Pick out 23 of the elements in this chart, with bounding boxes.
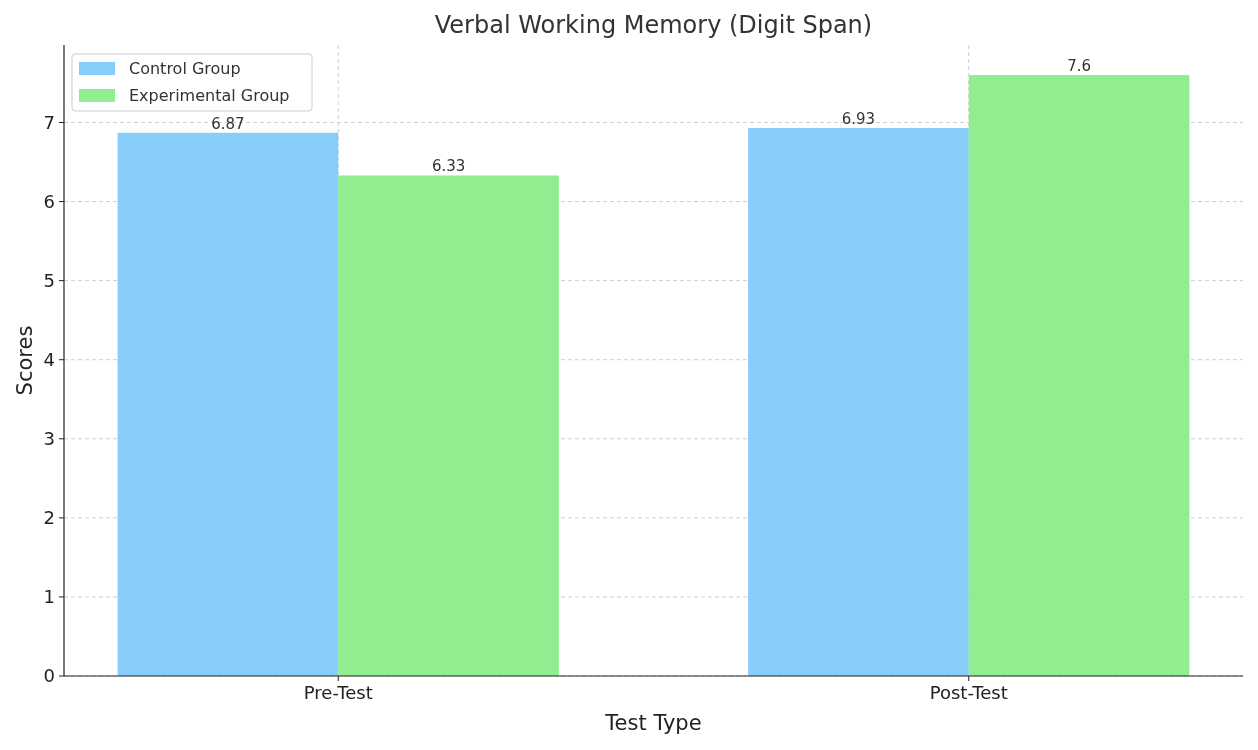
y-tick-label: 4	[43, 349, 55, 371]
chart-title: Verbal Working Memory (Digit Span)	[434, 11, 873, 39]
legend-label: Control Group	[129, 59, 241, 78]
bar	[338, 175, 559, 676]
y-tick-label: 7	[43, 111, 55, 133]
data-label: 6.87	[211, 114, 245, 133]
bar	[117, 132, 339, 676]
x-tick-label: Pre-Test	[303, 682, 373, 703]
y-tick-label: 6	[43, 190, 55, 212]
y-tick-label: 2	[43, 507, 55, 529]
legend-label: Experimental Group	[129, 86, 290, 105]
y-axis-title: Scores	[13, 325, 37, 396]
data-label: 6.93	[841, 110, 876, 129]
y-tick-label: 0	[43, 665, 55, 687]
x-tick-label: Post-Test	[929, 682, 1008, 703]
y-tick-label: 3	[43, 428, 55, 450]
x-axis-title: Test Type	[604, 711, 702, 735]
y-tick-label: 1	[43, 586, 55, 608]
bar	[968, 75, 1190, 676]
data-label: 7.6	[1067, 57, 1091, 76]
bar	[748, 128, 969, 676]
y-tick-label: 5	[43, 269, 55, 291]
data-label: 6.33	[431, 157, 466, 176]
